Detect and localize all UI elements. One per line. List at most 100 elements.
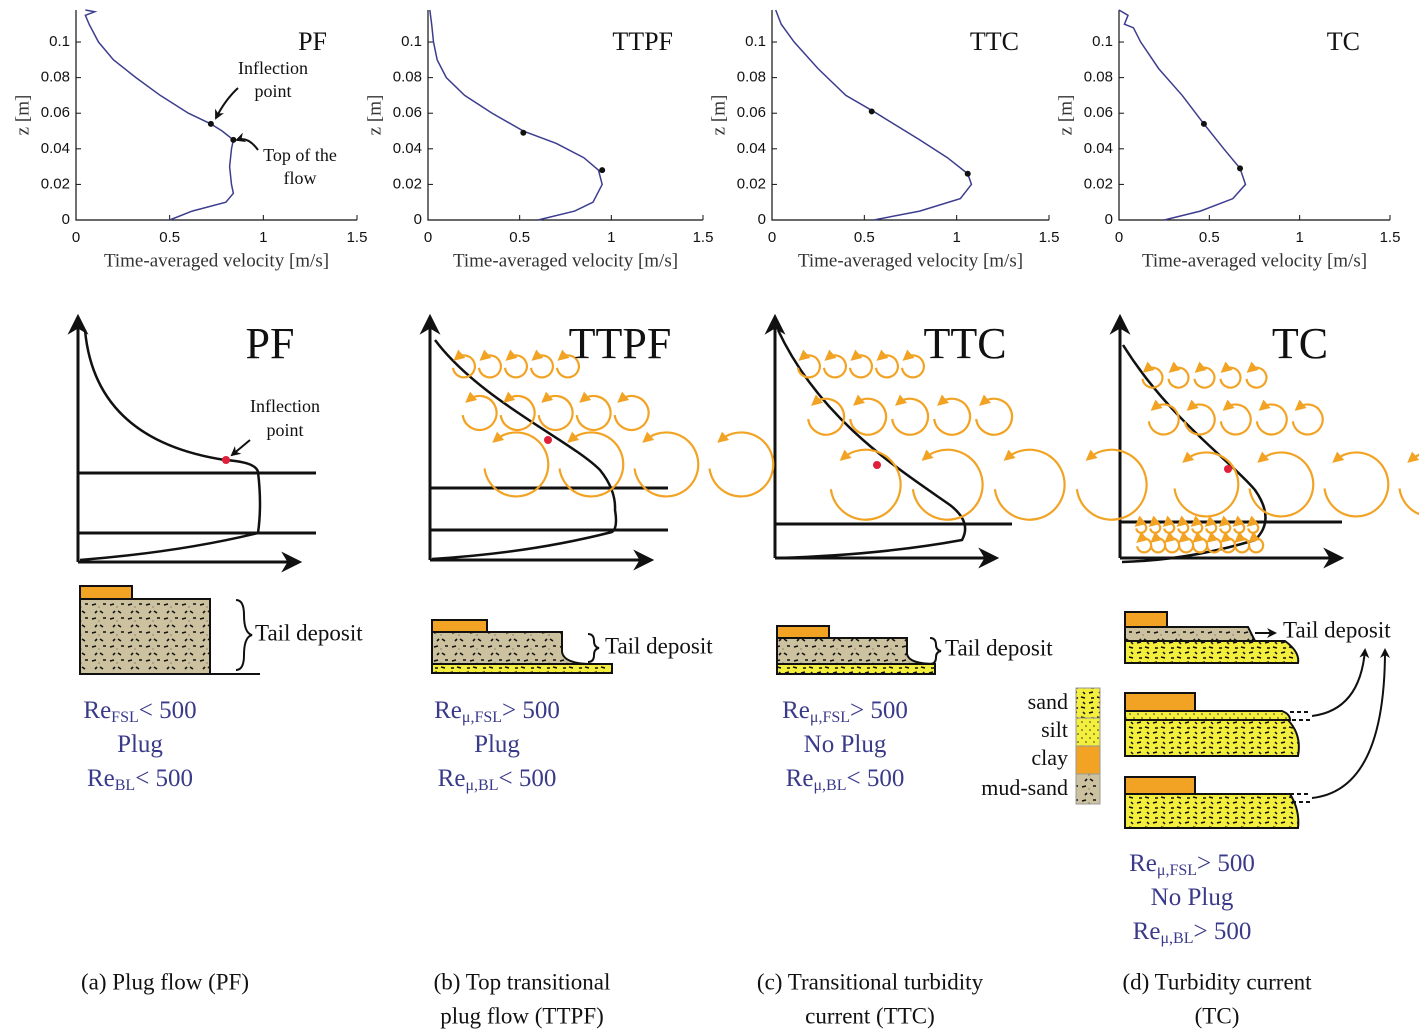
velocity-profile bbox=[84, 9, 235, 221]
clay-layer bbox=[431, 619, 488, 633]
y-tick-label: 0.1 bbox=[401, 33, 422, 50]
regime-base: Re bbox=[438, 765, 466, 792]
eddy bbox=[891, 394, 930, 436]
clay-layer bbox=[1124, 692, 1196, 712]
x-tick-label: 0 bbox=[424, 229, 432, 246]
y-axis-label: z [m] bbox=[708, 95, 729, 136]
caption: (d) Turbidity current bbox=[1122, 969, 1312, 994]
x-tick-label: 1 bbox=[607, 229, 615, 246]
panel-title: TTC bbox=[970, 27, 1019, 56]
regime-rest: > 500 bbox=[850, 697, 908, 724]
annotation-arrow bbox=[1311, 648, 1390, 799]
regime-rest: > 500 bbox=[1197, 850, 1255, 877]
regime-sub: μ,BL bbox=[1160, 930, 1193, 947]
x-axis-label: Time-averaged velocity [m/s] bbox=[453, 250, 678, 271]
sand-layer bbox=[1124, 640, 1300, 664]
legend-swatch bbox=[1075, 773, 1101, 805]
legend-label: silt bbox=[1041, 717, 1068, 742]
y-tick-label: 0.04 bbox=[41, 140, 70, 157]
y-axis-label: z [m] bbox=[1055, 95, 1076, 136]
legend-label: clay bbox=[1031, 745, 1068, 770]
clay-layer bbox=[1124, 611, 1168, 628]
eddy bbox=[1248, 451, 1315, 518]
regime-rest: > 500 bbox=[1193, 918, 1251, 945]
y-tick-label: 0.02 bbox=[1084, 175, 1113, 192]
deposit-label: Tail deposit bbox=[255, 620, 363, 645]
sand-layer bbox=[776, 663, 936, 675]
regime-rest: > 500 bbox=[502, 697, 560, 724]
regime-label: No Plug bbox=[804, 731, 887, 758]
panel-title: TTPF bbox=[612, 27, 673, 56]
y-tick-label: 0 bbox=[758, 211, 766, 228]
regime-base: Re bbox=[87, 765, 115, 792]
eddy bbox=[849, 394, 888, 436]
y-tick-label: 0.08 bbox=[737, 69, 766, 86]
sand-layer bbox=[1124, 793, 1300, 829]
y-tick-label: 0.06 bbox=[41, 104, 70, 121]
regime-sub: μ,FSL bbox=[1157, 862, 1197, 879]
eddy bbox=[1218, 515, 1232, 534]
eddy bbox=[1178, 531, 1195, 554]
regime-base: Re bbox=[1129, 850, 1157, 877]
clay-layer bbox=[1124, 776, 1196, 795]
eddy bbox=[529, 349, 554, 379]
regime-text: No Plug bbox=[1151, 884, 1234, 911]
eddy bbox=[708, 431, 775, 498]
eddy bbox=[537, 391, 574, 432]
y-tick-label: 0.1 bbox=[1092, 33, 1113, 50]
y-tick-label: 0.06 bbox=[1084, 104, 1113, 121]
legend-swatch bbox=[1075, 687, 1101, 719]
caption: (TC) bbox=[1195, 1003, 1240, 1028]
legend-swatch bbox=[1075, 745, 1101, 775]
eddy bbox=[1162, 515, 1176, 534]
eddy bbox=[1248, 531, 1265, 554]
regime-label: Plug bbox=[474, 731, 520, 758]
regime-sub: μ,BL bbox=[813, 777, 846, 794]
eddy bbox=[633, 431, 700, 498]
mud-layer bbox=[776, 637, 936, 665]
inflection-dot bbox=[222, 456, 230, 464]
eddy bbox=[911, 448, 984, 521]
eddy bbox=[1398, 451, 1419, 516]
x-tick-label: 0 bbox=[1115, 229, 1123, 246]
x-tick-label: 0 bbox=[72, 229, 80, 246]
schematic-title: TC bbox=[1272, 319, 1328, 368]
brace bbox=[587, 633, 600, 663]
y-tick-label: 0.08 bbox=[393, 69, 422, 86]
y-tick-label: 0.02 bbox=[41, 175, 70, 192]
x-tick-label: 0.5 bbox=[509, 229, 530, 246]
brace bbox=[235, 599, 253, 671]
velocity-profile bbox=[774, 9, 973, 221]
schematic-title: PF bbox=[246, 319, 295, 368]
eddy bbox=[1176, 515, 1190, 534]
regime-rest: < 500 bbox=[139, 697, 197, 724]
y-tick-label: 0 bbox=[62, 211, 70, 228]
regime-base: Re bbox=[782, 697, 810, 724]
marker-point bbox=[230, 136, 237, 143]
x-tick-label: 1 bbox=[952, 229, 960, 246]
y-tick-label: 0 bbox=[414, 211, 422, 228]
x-tick-label: 0 bbox=[768, 229, 776, 246]
inflection-dot bbox=[1224, 465, 1232, 473]
eddy bbox=[451, 349, 476, 379]
regime-text: Plug bbox=[474, 731, 520, 758]
marker-point bbox=[520, 129, 527, 136]
eddy bbox=[807, 394, 846, 436]
profile bbox=[776, 329, 967, 560]
profile bbox=[1121, 344, 1267, 564]
annotation: point bbox=[254, 81, 291, 101]
caption: current (TTC) bbox=[805, 1003, 935, 1028]
regime-text: ReFSL< 500 bbox=[83, 697, 196, 726]
brace bbox=[929, 637, 942, 665]
regime-sub: μ,BL bbox=[465, 777, 498, 794]
schematic-title: TTC bbox=[923, 319, 1006, 368]
eddy bbox=[1134, 515, 1148, 534]
regime-text: Plug bbox=[117, 731, 163, 758]
mud-layer bbox=[79, 598, 211, 675]
x-tick-label: 1.5 bbox=[693, 229, 714, 246]
deposit-label: Tail deposit bbox=[1283, 617, 1391, 642]
sand-layer bbox=[1124, 719, 1300, 757]
eddy bbox=[558, 431, 625, 498]
profile bbox=[79, 329, 262, 562]
x-axis-label: Time-averaged velocity [m/s] bbox=[1142, 250, 1367, 271]
